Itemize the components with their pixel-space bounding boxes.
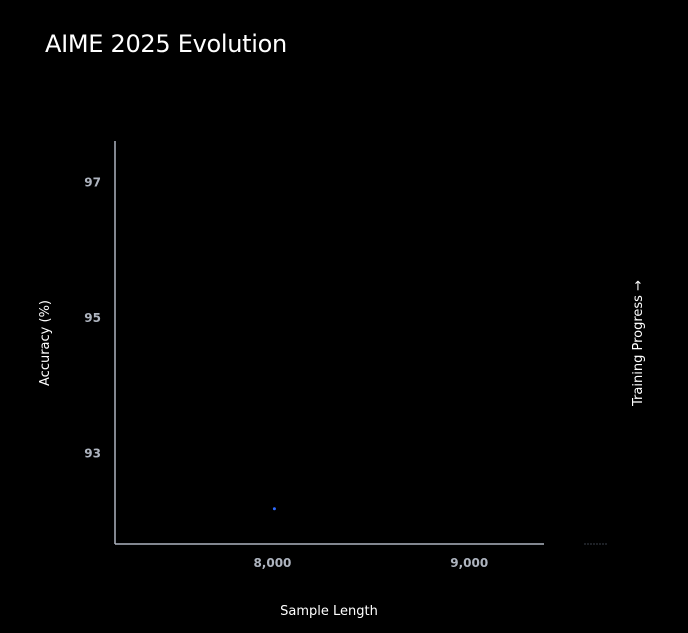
y-tick-label: 97 <box>84 176 101 190</box>
data-point <box>272 507 276 511</box>
x-tick-label: 8,000 <box>253 556 291 570</box>
x-tick-label: 9,000 <box>450 556 488 570</box>
x-axis-label: Sample Length <box>280 604 378 619</box>
colorbar-label: Training Progress → <box>631 280 646 407</box>
chart-title: AIME 2025 Evolution <box>45 30 287 58</box>
y-axis-label: Accuracy (%) <box>38 300 53 386</box>
y-tick-label: 95 <box>84 311 101 325</box>
y-tick-label: 93 <box>84 447 101 461</box>
